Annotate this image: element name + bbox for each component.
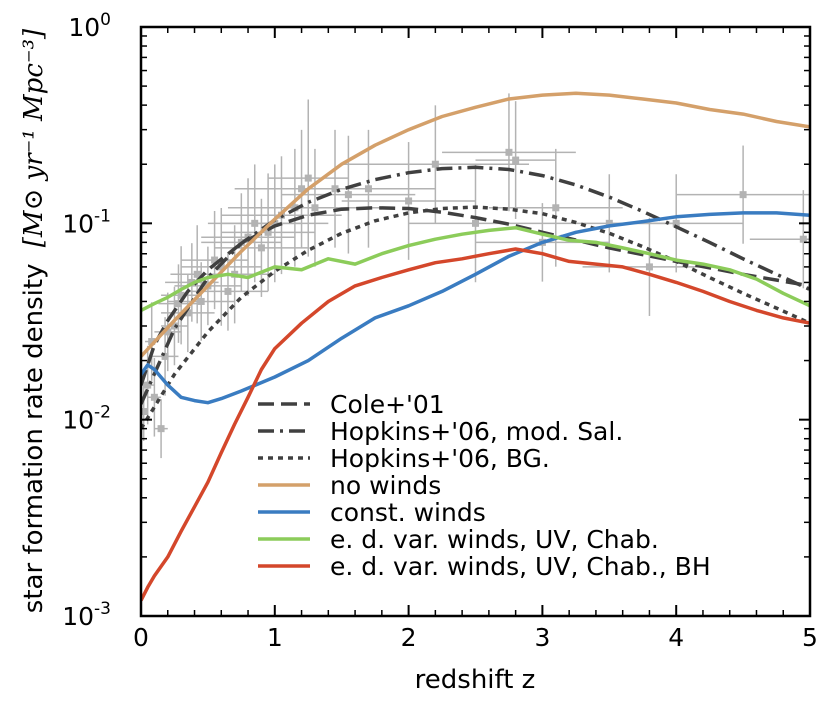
obs-point	[154, 292, 182, 372]
series-line-e-d-var-winds-uv-chab	[141, 225, 810, 312]
y-axis-label-text: star formation rate density	[19, 264, 49, 614]
series-layer	[141, 91, 810, 602]
x-tick-label: 1	[267, 623, 283, 652]
legend-label: Cole+'01	[330, 390, 445, 419]
ticks-layer: 0 1 2 3 4 5 10-3 10-2 10-1 100	[62, 10, 818, 652]
obs-point	[221, 164, 329, 283]
x-tick-label: 4	[668, 623, 684, 652]
obs-point	[408, 164, 543, 283]
obs-point	[676, 145, 810, 244]
obs-point	[341, 142, 476, 260]
series-line-e-d-var-winds-uv-chab-bh	[141, 247, 810, 602]
legend-label: Hopkins+'06, BG.	[330, 444, 550, 473]
x-tick-label: 3	[534, 623, 550, 652]
legend-item: no winds	[258, 471, 441, 500]
plot-frame	[139, 25, 812, 618]
y-tick-label: 100	[68, 10, 111, 42]
obs-point	[221, 173, 315, 292]
legend-label: Hopkins+'06, mod. Sal.	[330, 417, 623, 446]
series-line-no-winds	[141, 91, 810, 358]
legend-item: Hopkins+'06, mod. Sal.	[258, 417, 623, 446]
x-tick-label: 5	[802, 623, 818, 652]
legend-label: no winds	[330, 471, 441, 500]
obs-point	[141, 345, 155, 425]
legend-label: e. d. var. winds, UV, Chab., BH	[330, 552, 711, 581]
obs-point	[442, 93, 576, 212]
obs-point	[488, 148, 623, 267]
x-tick-label: 2	[401, 623, 417, 652]
y-tick-label: 10-3	[62, 599, 111, 631]
x-axis-label: redshift z	[415, 665, 536, 695]
plot-background	[141, 27, 810, 616]
obs-point	[181, 210, 249, 310]
legend-item: e. d. var. winds, UV, Chab.	[258, 525, 659, 554]
legend-label: e. d. var. winds, UV, Chab.	[330, 525, 659, 554]
legend-item: Hopkins+'06, BG.	[258, 444, 550, 473]
series-line-cole-01	[141, 206, 810, 386]
legend-item: Cole+'01	[258, 390, 445, 419]
y-axis-label-unit: [M⊙ yr⁻¹ Mpc⁻³]	[19, 28, 49, 247]
svg-text:star formation rate density: star formation rate density [M⊙ yr⁻¹ Mpc…	[19, 28, 49, 613]
series-line-const-winds	[141, 211, 810, 405]
obs-point	[341, 105, 530, 224]
y-tick-label: 10-2	[62, 403, 111, 435]
series-line-hopkins-06-bg	[141, 205, 810, 430]
legend-item: e. d. var. winds, UV, Chab., BH	[258, 552, 711, 581]
obs-point	[582, 217, 717, 316]
legend-label: const. winds	[330, 498, 486, 527]
series-line-hopkins-06-mod-sal	[141, 165, 810, 405]
x-tick-label: 0	[133, 623, 149, 652]
obs-point	[154, 399, 168, 459]
y-tick-label: 10-1	[62, 206, 111, 238]
obs-point	[749, 190, 810, 289]
obs-point	[475, 101, 556, 219]
legend-item: const. winds	[258, 498, 486, 527]
y-axis-label: star formation rate density [M⊙ yr⁻¹ Mpc…	[19, 28, 49, 613]
